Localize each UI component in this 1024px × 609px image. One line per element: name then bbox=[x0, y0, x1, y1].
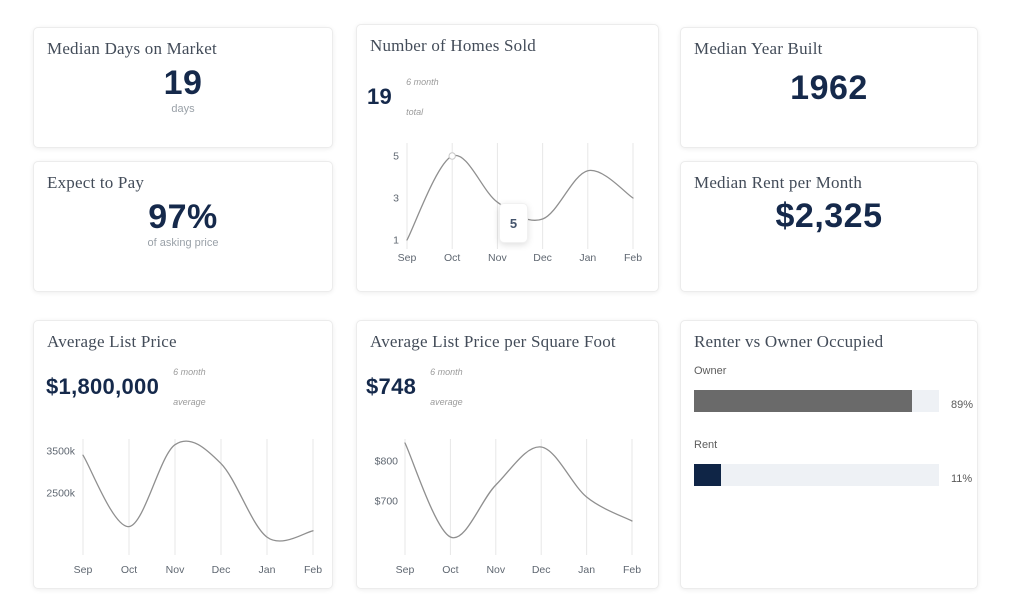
card-median-days-on-market: Median Days on Market 19 days bbox=[33, 27, 333, 148]
y-tick-label: 5 bbox=[393, 151, 399, 163]
x-tick-label-Nov: Nov bbox=[166, 564, 185, 576]
qualifier-bottom: total bbox=[406, 107, 424, 117]
qualifier-top: 6 month bbox=[173, 367, 206, 377]
median-rent-value: $2,325 bbox=[775, 197, 883, 235]
median-days-caption: days bbox=[171, 103, 195, 115]
y-tick-label: 1 bbox=[393, 235, 399, 247]
card-title: Number of Homes Sold bbox=[370, 36, 536, 55]
owner-pct-label: 89% bbox=[951, 399, 974, 411]
card-number-of-homes-sold: Number of Homes Sold 19 6 month total 5 3… bbox=[356, 24, 659, 292]
renter-occupied-row: Rent 11% bbox=[694, 439, 972, 486]
x-tick-label-Jan: Jan bbox=[579, 252, 596, 264]
x-tick-label-Sep: Sep bbox=[396, 564, 415, 576]
rent-bar: 11% bbox=[694, 464, 972, 486]
stat-block: $748 6 month average bbox=[366, 367, 463, 407]
owner-bar-fill bbox=[694, 390, 913, 412]
x-tick-label-Oct: Oct bbox=[121, 564, 137, 576]
stat-block: 97% of asking price bbox=[34, 198, 332, 249]
avg_ppsf-svg: $800 $700 Sep Oct Nov Dec Jan Feb bbox=[375, 439, 641, 576]
y-tick-label: 3500k bbox=[46, 446, 75, 458]
qualifier-bottom: average bbox=[430, 397, 463, 407]
x-tick-label-Feb: Feb bbox=[623, 564, 641, 576]
card-average-list-price: Average List Price $1,800,000 6 month av… bbox=[33, 320, 333, 589]
expect-to-pay-caption: of asking price bbox=[147, 237, 219, 249]
card-median-year-built: Median Year Built 1962 bbox=[680, 27, 978, 148]
x-tick-label-Jan: Jan bbox=[578, 564, 595, 576]
x-tick-label-Oct: Oct bbox=[442, 564, 458, 576]
stat-qualifiers: 6 month average bbox=[173, 367, 206, 407]
x-tick-label-Sep: Sep bbox=[74, 564, 93, 576]
y-tick-label: $800 bbox=[375, 456, 399, 468]
avg-ppsf-value: $748 bbox=[366, 374, 417, 399]
x-tick-label-Dec: Dec bbox=[533, 252, 552, 264]
qualifier-bottom: average bbox=[173, 397, 206, 407]
stat-block: 1962 bbox=[681, 69, 977, 107]
x-tick-label-Dec: Dec bbox=[212, 564, 231, 576]
rent-pct-label: 11% bbox=[951, 473, 973, 485]
rent-bar-label: Rent bbox=[694, 439, 718, 451]
card-median-rent-per-month: Median Rent per Month $2,325 bbox=[680, 161, 978, 292]
hover-point-marker bbox=[448, 152, 456, 160]
avg_list_price-line bbox=[82, 440, 314, 542]
stat-qualifiers: 6 month total bbox=[406, 77, 439, 117]
card-average-list-price-per-sqft: Average List Price per Square Foot $748 … bbox=[356, 320, 659, 589]
y-tick-label: 3 bbox=[393, 193, 399, 205]
x-tick-label-Oct: Oct bbox=[444, 252, 460, 264]
card-title: Average List Price bbox=[47, 332, 177, 351]
tooltip-value: 5 bbox=[509, 215, 518, 231]
stat-block: 19 6 month total bbox=[367, 77, 439, 117]
homes-sold-total-value: 19 bbox=[367, 84, 393, 109]
homes-sold-line-chart[interactable]: 5 3 1 Sep Oct Nov Dec Jan Feb 5 bbox=[391, 137, 653, 277]
x-tick-label-Feb: Feb bbox=[304, 564, 322, 576]
stat-block: $1,800,000 6 month average bbox=[46, 367, 206, 407]
card-title: Median Rent per Month bbox=[694, 173, 863, 192]
owner-bar-track bbox=[694, 390, 939, 412]
x-tick-label-Jan: Jan bbox=[259, 564, 276, 576]
owner-occupied-row: Owner 89% bbox=[694, 365, 973, 412]
median-days-value: 19 bbox=[163, 64, 203, 102]
x-tick-label-Nov: Nov bbox=[486, 564, 505, 576]
x-tick-label-Nov: Nov bbox=[488, 252, 507, 264]
owner-bar-label: Owner bbox=[694, 365, 727, 377]
owner-bar: 89% bbox=[694, 390, 973, 412]
avg_ppsf-line bbox=[404, 442, 633, 539]
expect-to-pay-value: 97% bbox=[148, 198, 218, 236]
stat-block: 19 days bbox=[34, 64, 332, 115]
avg-ppsf-line-chart[interactable]: $800 $700 Sep Oct Nov Dec Jan Feb bbox=[362, 431, 652, 586]
x-tick-label-Feb: Feb bbox=[624, 252, 642, 264]
x-tick-label-Sep: Sep bbox=[398, 252, 417, 264]
card-title: Average List Price per Square Foot bbox=[370, 332, 616, 351]
rent-bar-fill bbox=[694, 464, 721, 486]
avg-list-price-line-chart[interactable]: 3500k 2500k Sep Oct Nov Dec Jan Feb bbox=[39, 431, 329, 586]
x-tick-label-Dec: Dec bbox=[532, 564, 551, 576]
median-year-built-value: 1962 bbox=[790, 69, 868, 107]
avg-list-price-value: $1,800,000 bbox=[46, 374, 160, 399]
rent-bar-track bbox=[694, 464, 939, 486]
stat-block: $2,325 bbox=[681, 197, 977, 235]
card-title: Renter vs Owner Occupied bbox=[694, 332, 884, 351]
y-tick-label: $700 bbox=[375, 496, 399, 508]
qualifier-top: 6 month bbox=[406, 77, 439, 87]
card-title: Median Days on Market bbox=[47, 39, 217, 58]
card-expect-to-pay: Expect to Pay 97% of asking price bbox=[33, 161, 333, 292]
card-title: Median Year Built bbox=[694, 39, 823, 58]
card-renter-vs-owner-occupied: Renter vs Owner Occupied Owner 89% Rent … bbox=[680, 320, 978, 589]
chart-tooltip: 5 bbox=[499, 203, 528, 243]
stat-qualifiers: 6 month average bbox=[430, 367, 463, 407]
y-tick-label: 2500k bbox=[46, 488, 75, 500]
avg_list_price-svg: 3500k 2500k Sep Oct Nov Dec Jan Feb bbox=[46, 439, 322, 576]
qualifier-top: 6 month bbox=[430, 367, 463, 377]
card-title: Expect to Pay bbox=[47, 173, 145, 192]
